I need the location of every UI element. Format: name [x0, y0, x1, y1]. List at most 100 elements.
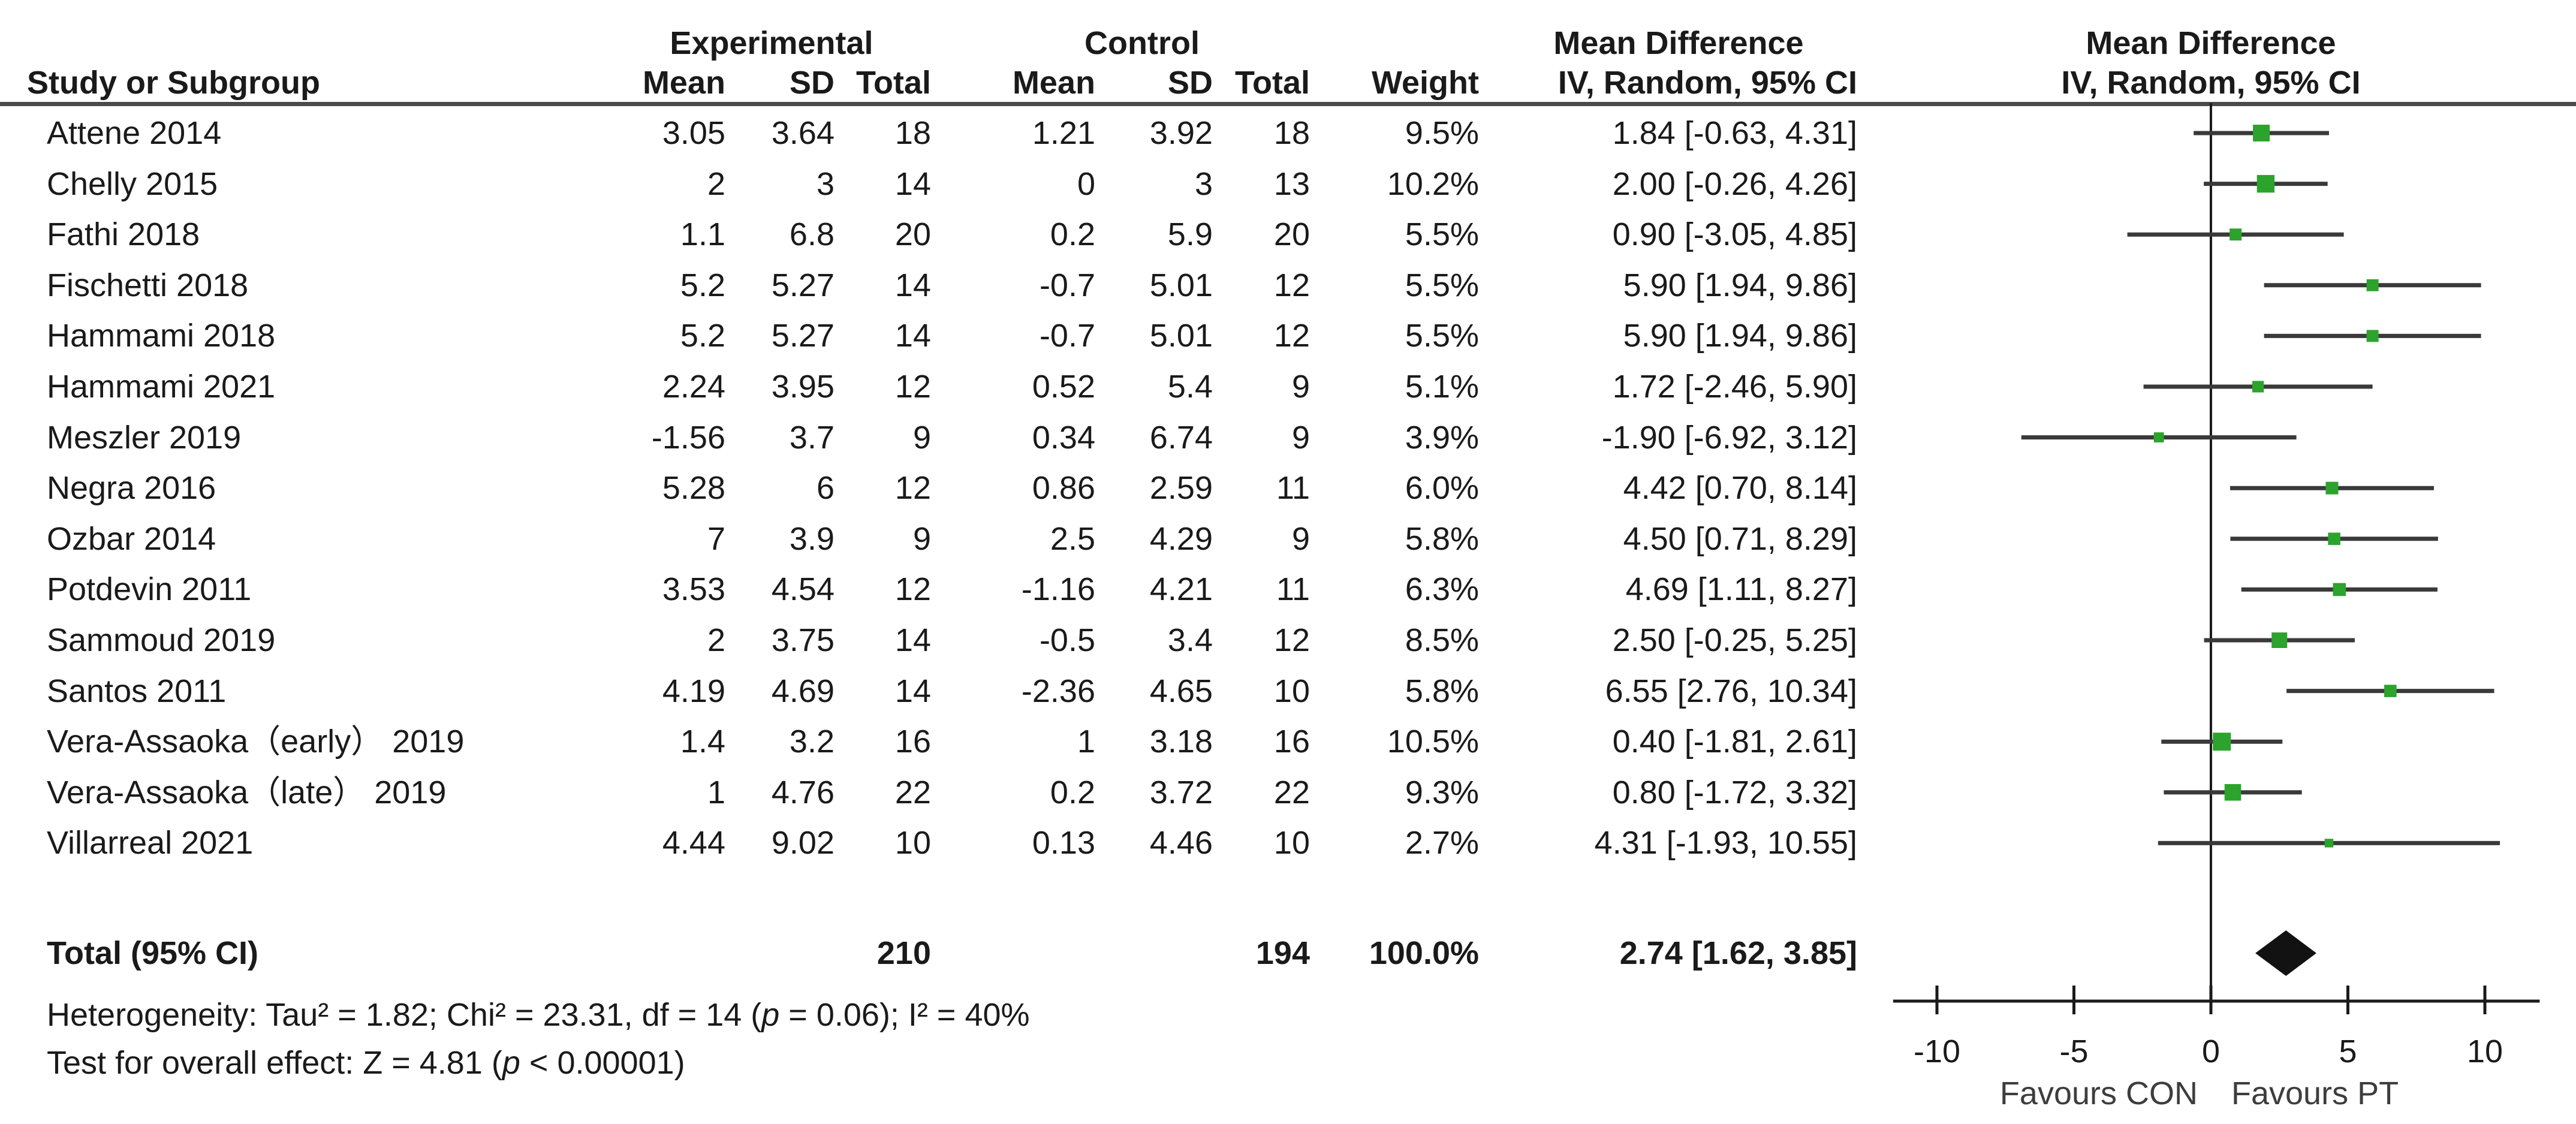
experimental-sd-cell: 6.8: [789, 216, 834, 252]
column-header-mean-experimental: Mean: [642, 65, 725, 101]
experimental-total-cell: 9: [912, 420, 931, 456]
study-name: Attene 2014: [47, 115, 222, 151]
experimental-sd-cell: 9.02: [771, 825, 834, 861]
effect-marker: [2328, 532, 2340, 546]
weight-cell: 2.7%: [1405, 825, 1479, 861]
effect-marker: [2333, 583, 2346, 596]
weight-cell: 8.5%: [1405, 622, 1479, 658]
experimental-sd-cell: 4.76: [771, 775, 834, 810]
experimental-sd-cell: 3.95: [771, 369, 834, 405]
heterogeneity-p-symbol: p: [761, 997, 780, 1033]
control-mean-cell: 0.13: [1032, 825, 1095, 861]
weight-cell: 5.8%: [1405, 521, 1479, 557]
effect-marker: [2256, 174, 2275, 193]
favours-left-label: Favours CON: [2000, 1075, 2198, 1111]
control-sd-cell: 5.01: [1149, 267, 1213, 303]
control-sd-cell: 5.9: [1167, 216, 1213, 252]
forest-plot-canvas: -10 -5 0 5 10 Favours CON Favours PT: [1893, 103, 2540, 1111]
effect-marker: [2213, 733, 2231, 751]
column-header-study: Study or Subgroup: [27, 65, 320, 101]
axis-tick-label: 0: [2202, 1033, 2220, 1069]
column-header-sd-experimental: SD: [789, 65, 834, 101]
column-header-iv-random-text: IV, Random, 95% CI: [1557, 65, 1857, 101]
control-mean-cell: 2.5: [1050, 521, 1095, 557]
axis-tick-label: -10: [1914, 1033, 1960, 1069]
favours-right-label: Favours PT: [2231, 1075, 2399, 1111]
experimental-mean-cell: 5.28: [662, 470, 725, 506]
overall-effect-line: Test for overall effect: Z = 4.81 (p < 0…: [47, 1038, 685, 1088]
study-name: Fathi 2018: [47, 216, 200, 252]
experimental-total-cell: 14: [894, 622, 931, 658]
effect-marker: [2252, 381, 2264, 393]
effect-marker: [2153, 432, 2164, 442]
control-sd-cell: 4.46: [1149, 825, 1213, 861]
control-mean-cell: 0.2: [1050, 216, 1095, 252]
mean-difference-ci-cell: 2.00 [-0.26, 4.26]: [1612, 166, 1857, 202]
experimental-mean-cell: 5.2: [680, 267, 725, 303]
study-name: Sammoud 2019: [47, 622, 276, 658]
control-total-cell: 10: [1273, 825, 1310, 861]
weight-cell: 5.5%: [1405, 318, 1479, 354]
axis-tick-label: 5: [2339, 1033, 2357, 1069]
study-name: Santos 2011: [47, 673, 227, 709]
weight-cell: 5.5%: [1405, 267, 1479, 303]
experimental-total-cell: 16: [894, 724, 931, 760]
control-total-cell: 10: [1273, 673, 1310, 709]
experimental-mean-cell: 1.1: [680, 216, 725, 252]
experimental-sd-cell: 4.69: [771, 673, 834, 709]
mean-difference-ci-cell: 5.90 [1.94, 9.86]: [1623, 267, 1857, 303]
experimental-mean-cell: 4.44: [662, 825, 725, 861]
heterogeneity-text-post: = 0.06); I² = 40%: [779, 997, 1030, 1033]
control-sd-cell: 6.74: [1149, 420, 1213, 456]
experimental-sd-cell: 6: [816, 470, 834, 506]
control-mean-cell: -0.7: [1039, 267, 1095, 303]
control-total-cell: 11: [1276, 571, 1310, 607]
control-sd-cell: 3: [1194, 166, 1213, 202]
mean-difference-ci-cell: 0.40 [-1.81, 2.61]: [1612, 724, 1857, 760]
study-name: Vera-Assaoka（late） 2019: [47, 775, 447, 810]
effect-marker: [2324, 839, 2334, 848]
control-mean-cell: -0.5: [1039, 622, 1095, 658]
weight-cell: 9.3%: [1405, 775, 1479, 810]
experimental-total-cell: 14: [894, 166, 931, 202]
group-header-control: Control: [1084, 25, 1200, 61]
experimental-total-cell: 14: [894, 267, 931, 303]
column-header-sd-control: SD: [1167, 65, 1213, 101]
experimental-total-cell: 12: [894, 369, 931, 405]
experimental-total-cell: 12: [894, 470, 931, 506]
experimental-sd-cell: 3.64: [771, 115, 834, 151]
control-mean-cell: -1.16: [1021, 571, 1095, 607]
group-header-experimental: Experimental: [670, 25, 873, 61]
heterogeneity-line: Heterogeneity: Tau² = 1.82; Chi² = 23.31…: [47, 990, 1030, 1040]
weight-cell: 9.5%: [1405, 115, 1479, 151]
mean-difference-ci-cell: 0.90 [-3.05, 4.85]: [1612, 216, 1857, 252]
column-header-total-control: Total: [1235, 65, 1310, 101]
effect-marker: [2271, 632, 2288, 648]
mean-difference-ci-cell: 4.42 [0.70, 8.14]: [1623, 470, 1857, 506]
weight-cell: 5.5%: [1405, 216, 1479, 252]
effect-marker: [2366, 279, 2379, 291]
control-sd-cell: 5.01: [1149, 318, 1213, 354]
header-divider-rule: [0, 102, 2576, 106]
control-mean-cell: 0.34: [1032, 420, 1095, 456]
control-mean-cell: 1: [1077, 724, 1095, 760]
experimental-sd-cell: 4.54: [771, 571, 834, 607]
effect-marker: [2384, 685, 2397, 697]
mean-difference-ci-cell: 4.50 [0.71, 8.29]: [1623, 521, 1857, 557]
column-header-iv-random-plot: IV, Random, 95% CI: [2061, 65, 2361, 101]
effect-marker: [2253, 125, 2270, 141]
control-mean-cell: 0.2: [1050, 775, 1095, 810]
control-mean-cell: -2.36: [1021, 673, 1095, 709]
experimental-mean-cell: 2: [707, 166, 725, 202]
experimental-total-cell: 12: [894, 571, 931, 607]
control-sd-cell: 3.4: [1167, 622, 1213, 658]
control-sd-cell: 4.21: [1149, 571, 1213, 607]
control-mean-cell: 0: [1077, 166, 1095, 202]
study-name: Chelly 2015: [47, 166, 218, 202]
effect-marker: [2366, 330, 2379, 342]
total-row-label: Total (95% CI): [47, 935, 259, 971]
experimental-total-cell: 18: [894, 115, 931, 151]
weight-cell: 3.9%: [1405, 420, 1479, 456]
column-header-mean-control: Mean: [1012, 65, 1095, 101]
effect-marker: [2229, 228, 2242, 241]
